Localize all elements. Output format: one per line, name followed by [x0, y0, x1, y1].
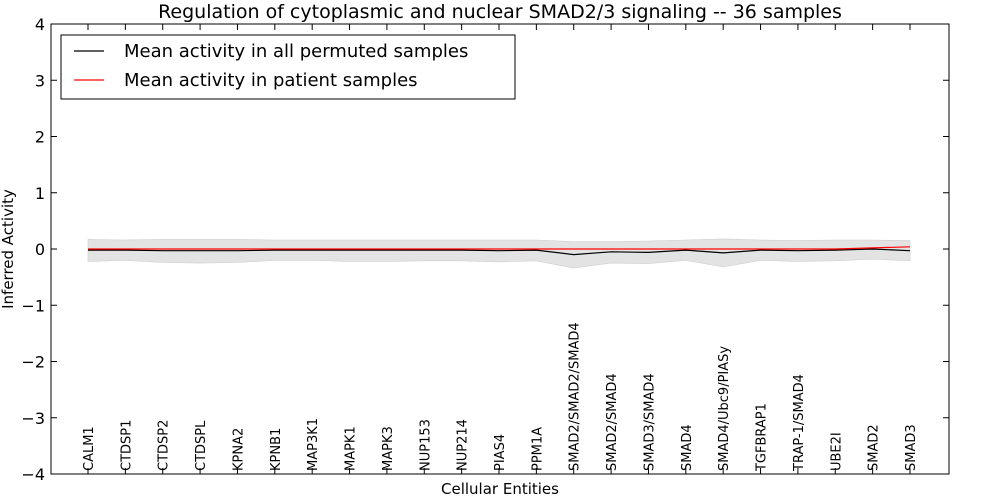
x-tick-label: SMAD3/SMAD4 — [642, 373, 657, 471]
series-line-patient — [88, 246, 911, 250]
x-tick-label: MAP3K1 — [306, 418, 321, 471]
x-tick-label: MAPK3 — [381, 426, 396, 471]
x-tick-label: SMAD2/SMAD4 — [605, 373, 620, 471]
x-tick-label: SMAD4/Ubc9/PIASy — [717, 346, 732, 471]
x-tick-label: CTDSP2 — [157, 420, 172, 471]
y-axis-label: Inferred Activity — [0, 189, 17, 309]
y-tick-label: 0 — [35, 240, 45, 259]
permutation-band — [87, 238, 911, 269]
y-tick-label: −1 — [21, 296, 45, 315]
x-tick-label: NUP153 — [418, 419, 433, 471]
x-tick-label: CTDSP1 — [119, 420, 134, 471]
y-tick-label: 4 — [35, 15, 45, 34]
x-tick-label: PIAS4 — [493, 434, 508, 471]
y-tick-label: −4 — [21, 465, 45, 484]
series-line-permuted — [88, 248, 911, 256]
x-tick-label: KPNB1 — [269, 428, 284, 471]
x-tick-label: NUP214 — [456, 419, 471, 471]
y-tick-label: 1 — [35, 184, 45, 203]
x-tick-label: CTDSPL — [194, 420, 209, 471]
y-tick-label: −3 — [21, 409, 45, 428]
x-tick-label: SMAD3 — [904, 424, 919, 471]
chart-title: Regulation of cytoplasmic and nuclear SM… — [158, 1, 842, 23]
x-tick-label: SMAD2/SMAD2/SMAD4 — [568, 322, 583, 471]
x-tick-label: TGFBRAP1 — [755, 403, 770, 472]
legend-entry-label: Mean activity in patient samples — [124, 70, 418, 91]
x-tick-label: UBE2I — [829, 432, 844, 471]
y-tick-label: −2 — [21, 353, 45, 372]
y-tick-label: 2 — [35, 128, 45, 147]
x-tick-label: KPNA2 — [231, 428, 246, 471]
x-axis-label: Cellular Entities — [441, 480, 559, 498]
x-tick-label: PPM1A — [530, 427, 545, 471]
legend-entry-label: Mean activity in all permuted samples — [124, 41, 468, 62]
legend-box — [60, 34, 516, 100]
x-tick-label: CALM1 — [82, 426, 97, 471]
x-tick-label: SMAD4 — [680, 424, 695, 471]
x-tick-label: MAPK1 — [344, 426, 359, 471]
y-tick-label: 3 — [35, 71, 45, 90]
x-tick-label: SMAD2 — [867, 424, 882, 471]
x-tick-label: TRAP-1/SMAD4 — [792, 374, 807, 472]
